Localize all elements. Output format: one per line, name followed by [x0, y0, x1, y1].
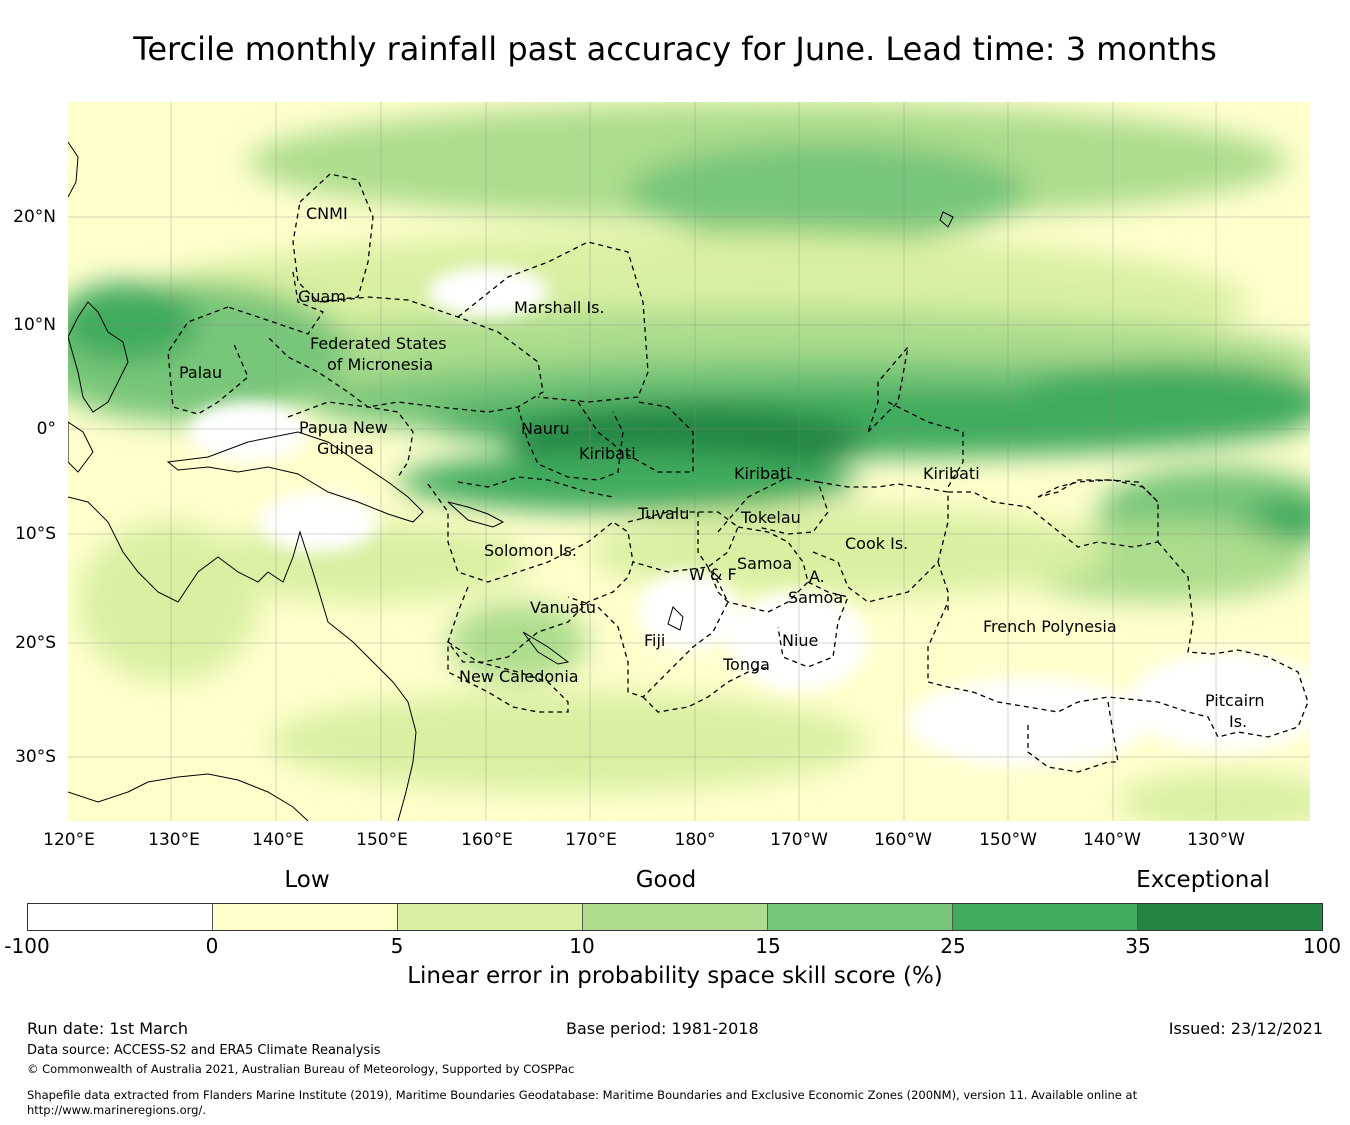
x-tick: 130°E [148, 830, 200, 850]
colorbar-segment [398, 904, 583, 930]
data-source: Data source: ACCESS-S2 and ERA5 Climate … [27, 1043, 381, 1058]
shapefile-link: http://www.marineregions.org/. [27, 1103, 206, 1117]
y-tick: 10°S [15, 524, 56, 544]
label-guam: Guam [298, 287, 346, 306]
x-tick: 170°E [565, 830, 617, 850]
y-tick: 10°N [13, 315, 56, 335]
eez-boundaries [167, 173, 1309, 773]
x-tick: 150°E [356, 830, 408, 850]
label-niue: Niue [782, 631, 818, 650]
colorbar-segment [583, 904, 768, 930]
map-title: Tercile monthly rainfall past accuracy f… [133, 30, 1217, 68]
label-as-1: A. [809, 567, 825, 586]
label-palau: Palau [179, 363, 222, 382]
y-tick: 0° [36, 419, 56, 439]
skill-map: CNMI Guam Marshall Is. Federated States … [68, 102, 1310, 821]
y-tick: 20°N [13, 207, 56, 227]
y-tick: 30°S [15, 747, 56, 767]
colorbar-segment [768, 904, 953, 930]
label-png-1: Papua New [299, 418, 388, 437]
base-period: Base period: 1981-2018 [566, 1019, 759, 1038]
x-tick: 140°W [1083, 830, 1141, 850]
x-tick: 150°W [979, 830, 1037, 850]
label-nauru: Nauru [521, 419, 570, 438]
colorbar-tick: 35 [1125, 934, 1151, 958]
colorbar-tick: 0 [205, 934, 219, 958]
skill-field [68, 102, 1310, 821]
x-tick: 160°E [461, 830, 513, 850]
legend-category-good: Good [635, 867, 697, 893]
legend-category-exceptional: Exceptional [1136, 867, 1270, 893]
label-tonga: Tonga [722, 655, 770, 674]
label-fsm-2: of Micronesia [327, 355, 433, 374]
region-labels: CNMI Guam Marshall Is. Federated States … [179, 204, 1265, 731]
colorbar-tick: -100 [4, 934, 50, 958]
x-tick: 130°W [1187, 830, 1245, 850]
colorbar-tick: 15 [755, 934, 781, 958]
graticule [68, 102, 1310, 821]
x-tick: 140°E [252, 830, 304, 850]
legend-category-low: Low [284, 867, 330, 893]
x-tick: 120°E [43, 830, 95, 850]
shapefile-credit: Shapefile data extracted from Flanders M… [27, 1088, 1138, 1102]
run-date: Run date: 1st March [27, 1019, 188, 1038]
label-pitcairn-2: Is. [1229, 712, 1247, 731]
label-fsm-1: Federated States [310, 334, 447, 353]
y-tick: 20°S [15, 633, 56, 653]
colorbar-segment [28, 904, 213, 930]
label-wf: W & F [689, 565, 737, 584]
label-solomon: Solomon Is. [484, 541, 577, 560]
label-cook: Cook Is. [845, 534, 908, 553]
colorbar [27, 903, 1323, 931]
label-kiribati-central: Kiribati [734, 464, 791, 483]
label-fiji: Fiji [644, 631, 665, 650]
label-tuvalu: Tuvalu [637, 504, 689, 523]
label-as-2: Samoa [788, 588, 843, 607]
issued-date: Issued: 23/12/2021 [1168, 1019, 1323, 1038]
label-tokelau: Tokelau [740, 508, 801, 527]
label-french-polynesia: French Polynesia [983, 617, 1117, 636]
colorbar-title: Linear error in probability space skill … [407, 963, 943, 989]
colorbar-tick: 5 [390, 934, 404, 958]
colorbar-tick: 100 [1302, 934, 1342, 958]
colorbar-segment [213, 904, 398, 930]
coastlines [68, 141, 954, 821]
x-tick: 180° [674, 830, 716, 850]
label-samoa: Samoa [737, 554, 792, 573]
label-kiribati-east: Kiribati [923, 464, 980, 483]
label-vanuatu: Vanuatu [530, 598, 596, 617]
colorbar-tick: 25 [940, 934, 966, 958]
label-png-2: Guinea [317, 439, 374, 458]
label-kiribati-west: Kiribati [579, 444, 636, 463]
colorbar-segment [953, 904, 1138, 930]
label-new-caledonia: New Caledonia [459, 667, 579, 686]
x-tick: 170°W [770, 830, 828, 850]
label-cnmi: CNMI [306, 204, 348, 223]
label-marshall: Marshall Is. [514, 298, 605, 317]
x-tick: 160°W [874, 830, 932, 850]
label-pitcairn-1: Pitcairn [1205, 691, 1265, 710]
colorbar-segment [1138, 904, 1322, 930]
copyright: © Commonwealth of Australia 2021, Austra… [27, 1062, 575, 1076]
colorbar-tick: 10 [569, 934, 595, 958]
